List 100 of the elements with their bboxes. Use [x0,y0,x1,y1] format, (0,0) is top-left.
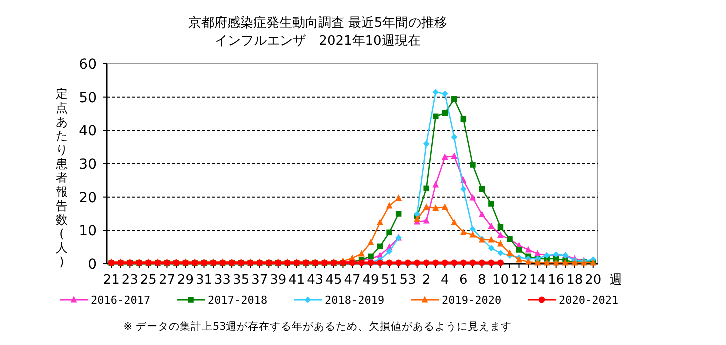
point [423,204,430,210]
point [498,232,504,238]
xtick: 25 [140,273,157,288]
xlabel: 週 [610,273,622,288]
xtick: 12 [510,273,528,288]
point [442,110,448,116]
xtick: 51 [381,273,398,288]
legend-label: 2016-2017 [91,294,151,307]
point [498,240,504,247]
xtick: 18 [566,273,584,288]
xtick: 43 [307,273,324,288]
point [479,210,486,218]
point [460,186,467,193]
xtick: 53 [400,273,416,288]
point [368,238,374,246]
xtick: 8 [478,273,486,288]
point [498,224,504,230]
point [396,260,402,266]
legend-label: 2017-2018 [208,294,268,307]
point [423,260,430,266]
ytick: 40 [79,124,97,140]
xtick: 4 [441,273,450,288]
xtick: 49 [362,273,380,288]
point [442,204,448,210]
ylabel: 定点あたり患者報告数(人) [56,87,68,269]
xtick: 33 [214,273,232,288]
point [516,247,522,253]
xtick: 41 [288,273,306,288]
point [432,89,440,96]
point [377,260,384,266]
point [488,236,495,243]
point [386,202,393,209]
ytick: 60 [79,57,97,73]
point [377,218,384,226]
point [451,134,458,141]
point [470,231,476,238]
point [414,260,421,266]
xtick: 39 [270,273,287,288]
point [423,217,430,224]
xtick: 20 [585,273,602,288]
annotation: ※ データの集計上53週が存在する年があるため、欠損値があるように見えます [124,321,512,333]
xtick: 14 [530,273,546,288]
point [442,260,448,266]
point [452,96,458,102]
point [451,218,458,226]
ytick: 30 [79,157,97,173]
point [396,194,402,202]
ytick: 10 [79,224,97,240]
point [488,222,495,230]
xtick: 21 [103,273,120,288]
point [414,216,421,222]
point [553,259,560,266]
point [432,260,440,266]
point [460,116,467,122]
point [488,245,495,252]
point [544,259,550,266]
xtick: 31 [196,273,213,288]
xtick: 16 [548,273,565,288]
legend-label: 2018-2019 [325,294,385,307]
point [451,152,458,160]
xtick: 27 [158,273,176,288]
point [432,114,439,120]
title: 京都府感染症発生動向調査 最近5年間の推移 [188,16,448,31]
point [488,201,494,207]
point [442,90,448,98]
point [358,260,365,266]
point [470,260,476,266]
point [442,154,448,160]
point [488,260,495,266]
point [460,228,467,236]
point [506,250,514,256]
point [451,260,458,266]
xtick: 29 [177,273,194,288]
point [386,230,392,236]
point [414,211,421,218]
point [470,162,476,168]
point [470,226,476,233]
ytick: 20 [79,190,97,206]
point [479,186,486,192]
subtitle: インフルエンザ 2021年10週現在 [215,34,421,49]
point [386,248,393,255]
ytick: 0 [88,257,97,273]
point [432,181,440,188]
point [498,250,504,257]
point [460,260,467,266]
xtick: 6 [460,273,468,288]
xtick: 10 [492,273,509,288]
point [396,211,402,217]
legend-label: 2019-2020 [442,294,502,307]
xtick: 23 [122,273,138,288]
point [377,244,384,250]
legend-label: 2020-2021 [559,294,619,307]
xtick: 2 [422,273,431,288]
point [423,140,430,148]
xtick: 47 [344,273,361,288]
point [404,260,412,266]
xtick: 45 [326,273,342,288]
ytick: 50 [79,90,97,106]
point [479,260,486,266]
xtick: 37 [252,273,268,288]
